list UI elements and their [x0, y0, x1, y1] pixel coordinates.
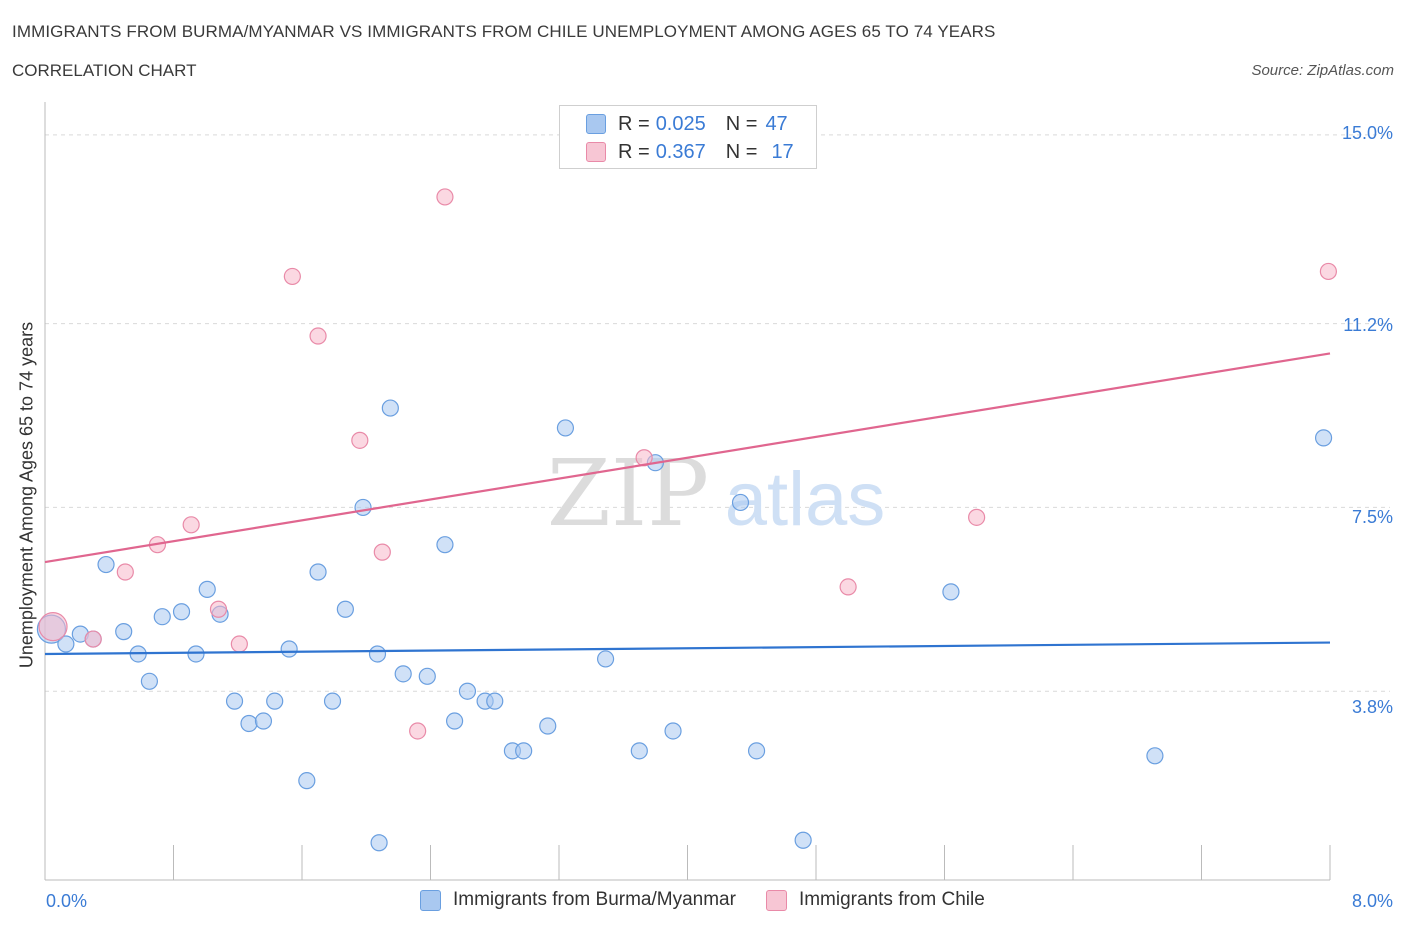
source-credit: Source: ZipAtlas.com: [1251, 62, 1394, 79]
y-tick-label: 11.2%: [1343, 315, 1393, 335]
data-point-chile: [409, 722, 427, 740]
data-point-chile: [230, 635, 248, 653]
legend-r-value: 0.025: [655, 112, 706, 135]
trend-layer: [44, 352, 1331, 656]
data-point-burma: [1146, 747, 1164, 765]
watermark-atlas: atlas: [725, 457, 886, 542]
data-point-chile: [209, 600, 228, 618]
data-point-burma: [394, 665, 412, 683]
series-swatch-chile: [765, 889, 787, 911]
y-tick-label: 7.5%: [1351, 507, 1393, 527]
y-axis-label: Unemployment Among Ages 65 to 74 years: [16, 321, 37, 669]
data-point-chile: [116, 563, 134, 581]
legend-n-value: 17: [771, 140, 794, 163]
data-point-burma: [198, 580, 216, 598]
watermark-zip: ZIP: [547, 440, 709, 547]
legend-row-burma: R = 0.025 N = 47: [586, 112, 788, 136]
data-point-burma: [172, 603, 191, 621]
data-point-burma: [370, 834, 388, 852]
watermark: ZIP atlas: [547, 440, 885, 547]
data-point-burma: [1314, 429, 1333, 447]
data-point-chile: [309, 327, 327, 345]
data-point-chile: [839, 578, 857, 596]
series-label-chile: Immigrants from Chile: [798, 889, 985, 910]
trend-line-chile: [44, 352, 1331, 564]
data-point-chile: [283, 267, 301, 286]
data-point-burma: [747, 742, 766, 760]
legend-n-label: N =: [725, 112, 758, 135]
data-point-burma: [266, 692, 284, 710]
data-point-chile: [373, 543, 391, 561]
legend-r-label: R =: [618, 140, 650, 163]
data-point-burma: [942, 583, 960, 601]
data-point-chile: [1319, 262, 1337, 281]
data-point-chile: [351, 431, 369, 449]
correlation-legend: R = 0.025 N = 47 R = 0.367 N = 17: [559, 105, 817, 169]
series-legend-burma: Immigrants from Burma/Myanmar: [420, 889, 736, 911]
data-point-burma: [323, 692, 342, 710]
series-legend: Immigrants from Burma/Myanmar Immigrants…: [420, 889, 1015, 911]
legend-r-label: R =: [618, 112, 650, 135]
data-point-burma: [486, 692, 504, 710]
data-point-burma: [596, 650, 615, 668]
legend-r-value: 0.367: [655, 140, 706, 163]
axis-layer: [44, 102, 1331, 881]
data-point-burma: [254, 712, 273, 730]
y-tick-label: 15.0%: [1341, 123, 1393, 143]
data-point-burma: [240, 714, 258, 733]
grid-layer: [45, 134, 1390, 692]
data-point-burma: [368, 645, 387, 663]
y-tick-label: 3.8%: [1351, 697, 1393, 717]
data-point-chile: [968, 508, 986, 526]
data-point-burma: [436, 536, 454, 554]
data-point-burma: [354, 498, 372, 517]
points-layer: [36, 188, 1337, 852]
chart-subtitle: CORRELATION CHART: [12, 61, 197, 80]
series-legend-chile: Immigrants from Chile: [765, 889, 985, 911]
data-point-burma: [187, 645, 205, 663]
data-point-burma: [298, 772, 316, 790]
x-tick-label-min: 0.0%: [46, 891, 88, 911]
data-point-burma: [115, 623, 133, 641]
data-point-burma: [381, 399, 399, 417]
data-point-burma: [225, 692, 244, 710]
data-point-burma: [630, 742, 648, 760]
data-point-chile: [84, 630, 102, 648]
data-point-burma: [556, 419, 575, 437]
data-point-burma: [539, 717, 557, 735]
legend-swatch-chile: [586, 142, 606, 162]
data-point-burma: [97, 555, 115, 574]
data-point-chile: [436, 188, 454, 206]
data-point-burma: [664, 722, 682, 740]
trend-line-burma: [44, 641, 1331, 656]
chart-title: IMMIGRANTS FROM BURMA/MYANMAR VS IMMIGRA…: [12, 22, 996, 41]
x-tick-label-max: 8.0%: [1351, 891, 1393, 911]
data-point-burma: [794, 831, 812, 849]
legend-n-value: 47: [765, 112, 788, 135]
data-point-burma: [418, 667, 436, 685]
data-point-burma: [280, 640, 298, 658]
data-point-chile: [182, 516, 200, 534]
legend-row-chile: R = 0.367 N = 17: [586, 140, 794, 164]
data-point-burma: [140, 672, 159, 690]
data-point-burma: [309, 563, 327, 581]
data-point-burma: [336, 600, 354, 618]
legend-swatch-burma: [586, 114, 606, 134]
data-point-burma: [153, 608, 171, 626]
data-point-chile: [38, 612, 68, 642]
data-point-burma: [57, 635, 75, 653]
legend-n-label: N =: [725, 140, 758, 163]
series-label-burma: Immigrants from Burma/Myanmar: [453, 889, 736, 910]
data-point-burma: [515, 742, 533, 760]
series-swatch-burma: [420, 889, 441, 911]
data-point-burma: [445, 712, 464, 730]
data-point-burma: [458, 682, 477, 700]
data-point-burma: [731, 493, 750, 512]
